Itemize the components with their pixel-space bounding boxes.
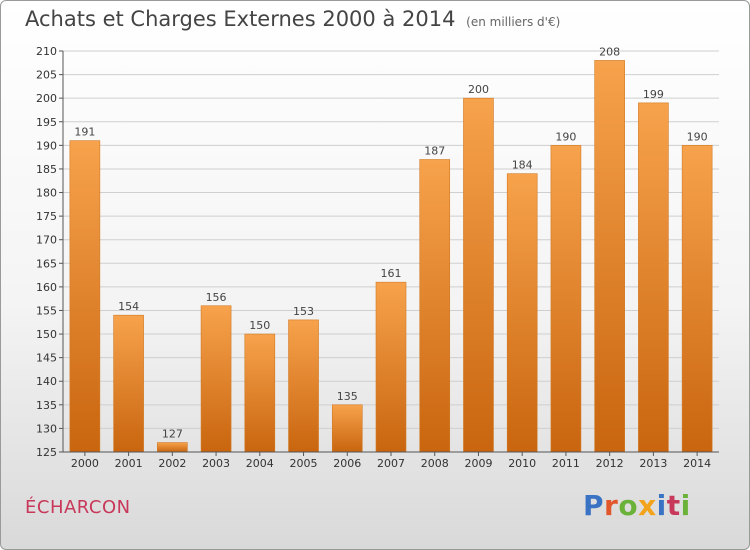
data-label: 154 [118,300,139,313]
y-tick-label: 210 [36,45,57,58]
y-tick-labels: 125 130 135 140 145 150 155 160 165 170 175 180 185 1… [36,45,57,459]
data-label: 200 [468,83,489,96]
x-tick-label: 2011 [552,457,580,470]
data-label: 156 [206,291,227,304]
x-tick-label: 2007 [377,457,405,470]
x-tick-label: 2004 [246,457,274,470]
x-tick-label: 2008 [421,457,449,470]
logo-letter: i [656,489,667,522]
data-label: 187 [424,145,445,158]
data-label: 208 [599,45,620,58]
x-tick-labels: 2000 2001 2002 2003 2004 2005 2006 2007 2008 2009… [71,452,711,470]
data-label: 191 [74,126,95,139]
y-tick-label: 205 [36,69,57,82]
bar [638,102,669,453]
y-tick-label: 135 [36,399,57,412]
bar [375,281,407,453]
x-tick-label: 2000 [71,457,99,470]
logo-letter: i [680,489,691,522]
y-tick-label: 125 [36,446,57,459]
y-tick-label: 185 [36,163,57,176]
bar [288,319,319,453]
commune-name: ÉCHARCON [25,497,131,518]
bar [69,140,101,453]
y-tick-label: 200 [36,92,57,105]
bars [69,60,713,453]
y-tick-label: 130 [36,422,57,435]
x-tick-label: 2003 [202,457,230,470]
logo-letter: r [604,489,619,522]
title-unit: (en milliers d'€) [466,15,561,29]
logo-letter: t [666,489,681,522]
x-tick-label: 2012 [596,457,624,470]
x-tick-label: 2005 [290,457,318,470]
x-tick-label: 2006 [333,457,361,470]
data-label: 190 [687,130,708,143]
bar [331,404,363,453]
logo-letter: P [583,489,605,522]
x-tick-label: 2013 [639,457,667,470]
y-tick-label: 165 [36,257,57,270]
logo-letter: x [638,489,657,522]
bar [681,145,713,453]
data-label: 184 [512,159,533,172]
y-tick-label: 140 [36,375,57,388]
y-tick-label: 195 [36,116,57,129]
y-tick-label: 170 [36,234,57,247]
data-label: 135 [337,390,358,403]
x-tick-label: 2002 [158,457,186,470]
x-tick-label: 2014 [683,457,711,470]
x-tick-label: 2010 [508,457,536,470]
logo-letter: o [618,489,639,522]
y-tick-label: 160 [36,281,57,294]
data-label: 127 [162,428,183,441]
proxiti-logo[interactable]: Proxiti [583,489,691,522]
chart-title: Achats et Charges Externes 2000 à 2014 (… [25,7,560,31]
data-label: 153 [293,305,314,318]
y-tick-label: 180 [36,187,57,200]
x-tick-label: 2001 [115,457,143,470]
y-tick-label: 190 [36,139,57,152]
data-labels: 191 154 127 156 150 153 135 161 187 200 184 190 208 1… [74,45,707,440]
bar [594,60,625,453]
bar [419,159,451,453]
y-tick-label: 145 [36,352,57,365]
bar [200,305,232,453]
bar [463,97,494,453]
y-tick-label: 175 [36,210,57,223]
bar [506,173,538,453]
bar [157,442,188,453]
bar [113,314,144,453]
data-label: 199 [643,88,664,101]
y-tick-label: 155 [36,304,57,317]
data-label: 150 [249,319,270,332]
y-tick-label: 150 [36,328,57,341]
x-tick-label: 2009 [464,457,492,470]
bar [244,333,276,453]
data-label: 161 [381,267,402,280]
data-label: 190 [555,130,576,143]
bar [550,145,582,453]
title-text: Achats et Charges Externes 2000 à 2014 [25,7,456,31]
